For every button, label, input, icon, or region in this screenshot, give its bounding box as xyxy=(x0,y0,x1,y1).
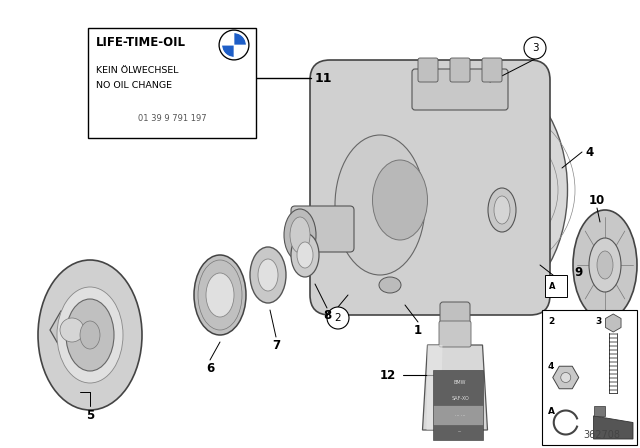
Polygon shape xyxy=(609,341,617,343)
Ellipse shape xyxy=(38,260,142,410)
Wedge shape xyxy=(221,33,234,45)
Polygon shape xyxy=(609,333,617,335)
Polygon shape xyxy=(609,377,617,379)
Polygon shape xyxy=(609,345,617,347)
FancyBboxPatch shape xyxy=(439,321,471,347)
Ellipse shape xyxy=(413,75,568,305)
Ellipse shape xyxy=(57,287,123,383)
Ellipse shape xyxy=(335,135,425,275)
Text: A: A xyxy=(548,407,555,416)
FancyBboxPatch shape xyxy=(418,58,438,82)
Polygon shape xyxy=(609,361,617,363)
Ellipse shape xyxy=(66,299,114,371)
Text: 9: 9 xyxy=(574,266,582,279)
Text: 5: 5 xyxy=(86,409,94,422)
Text: 2: 2 xyxy=(335,313,341,323)
Text: LIFE-TIME-OIL: LIFE-TIME-OIL xyxy=(96,35,186,48)
Ellipse shape xyxy=(597,251,613,279)
Polygon shape xyxy=(593,416,633,439)
Circle shape xyxy=(327,307,349,329)
Bar xyxy=(542,310,637,445)
Ellipse shape xyxy=(250,247,286,303)
Ellipse shape xyxy=(573,210,637,320)
Circle shape xyxy=(219,30,249,60)
Ellipse shape xyxy=(561,372,571,383)
FancyBboxPatch shape xyxy=(412,69,508,110)
Polygon shape xyxy=(609,365,617,367)
Text: 4: 4 xyxy=(586,146,594,159)
Wedge shape xyxy=(234,33,246,45)
Bar xyxy=(88,28,256,138)
FancyBboxPatch shape xyxy=(291,206,354,252)
Ellipse shape xyxy=(206,273,234,317)
Text: 12: 12 xyxy=(380,369,396,382)
Text: 3: 3 xyxy=(532,43,538,53)
Ellipse shape xyxy=(291,233,319,277)
Bar xyxy=(545,275,567,297)
Text: 362708: 362708 xyxy=(583,430,620,440)
Ellipse shape xyxy=(494,196,510,224)
Wedge shape xyxy=(221,45,234,57)
Polygon shape xyxy=(422,345,488,430)
Text: 01 39 9 791 197: 01 39 9 791 197 xyxy=(138,113,206,122)
Ellipse shape xyxy=(297,242,313,268)
Text: 1: 1 xyxy=(414,323,422,336)
Polygon shape xyxy=(609,389,617,391)
Ellipse shape xyxy=(488,188,516,232)
Text: 6: 6 xyxy=(206,362,214,375)
Text: A: A xyxy=(549,281,556,290)
Text: KEIN ÖLWECHSEL: KEIN ÖLWECHSEL xyxy=(96,65,179,74)
Polygon shape xyxy=(609,353,617,355)
Text: 11: 11 xyxy=(315,72,333,85)
Ellipse shape xyxy=(284,209,316,261)
Ellipse shape xyxy=(589,238,621,292)
Text: 3: 3 xyxy=(595,317,602,326)
Text: 10: 10 xyxy=(589,194,605,207)
Ellipse shape xyxy=(194,255,246,335)
Polygon shape xyxy=(609,385,617,387)
Ellipse shape xyxy=(379,277,401,293)
Bar xyxy=(433,370,483,440)
Bar xyxy=(433,405,483,425)
FancyBboxPatch shape xyxy=(482,58,502,82)
Ellipse shape xyxy=(60,318,84,342)
Text: ... ...: ... ... xyxy=(455,412,465,417)
Polygon shape xyxy=(609,369,617,371)
Ellipse shape xyxy=(372,160,428,240)
Polygon shape xyxy=(426,345,442,430)
Polygon shape xyxy=(609,357,617,359)
Wedge shape xyxy=(234,45,246,57)
Text: SAF-XO: SAF-XO xyxy=(451,396,469,401)
Ellipse shape xyxy=(80,321,100,349)
Ellipse shape xyxy=(258,259,278,291)
Ellipse shape xyxy=(290,217,310,253)
Text: ...: ... xyxy=(458,427,462,432)
FancyBboxPatch shape xyxy=(450,58,470,82)
Text: NO OIL CHANGE: NO OIL CHANGE xyxy=(96,81,172,90)
Text: 2: 2 xyxy=(548,317,554,326)
Polygon shape xyxy=(609,349,617,351)
Polygon shape xyxy=(609,337,617,339)
Polygon shape xyxy=(609,381,617,383)
Polygon shape xyxy=(609,373,617,375)
FancyBboxPatch shape xyxy=(310,60,550,315)
Polygon shape xyxy=(593,406,605,416)
Circle shape xyxy=(524,37,546,59)
Text: 4: 4 xyxy=(548,362,554,371)
Text: 7: 7 xyxy=(272,339,280,352)
Text: 8: 8 xyxy=(323,309,331,322)
FancyBboxPatch shape xyxy=(440,302,470,326)
Text: BMW: BMW xyxy=(454,379,467,384)
